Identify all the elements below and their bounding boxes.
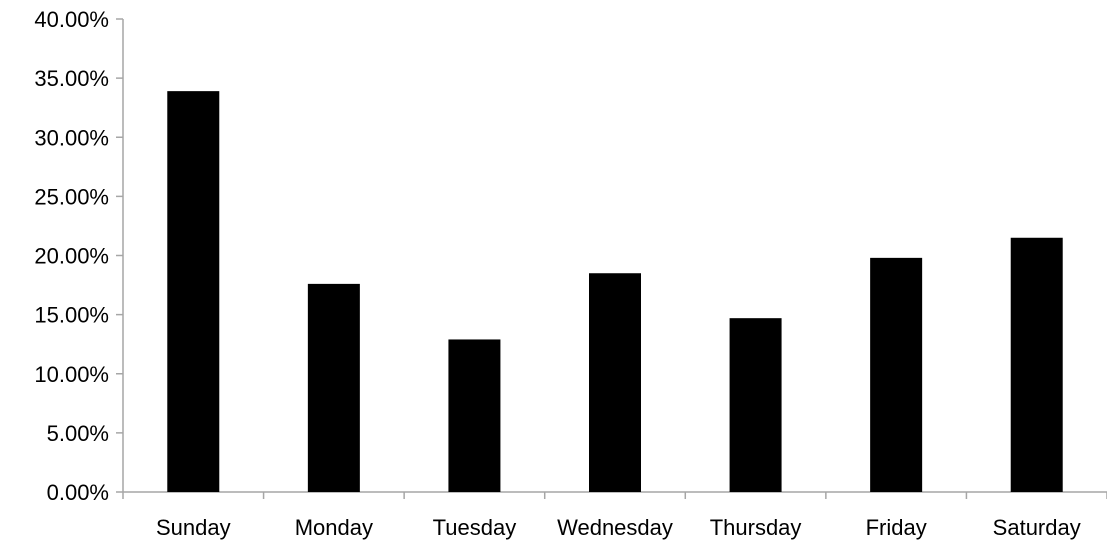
x-axis-tick-labels: Sunday Monday Tuesday Wednesday Thursday Frid…	[156, 515, 1081, 540]
y-tick-label: 0.00%	[47, 480, 109, 505]
y-tick-label: 35.00%	[34, 66, 109, 91]
bar-monday	[307, 283, 360, 492]
y-tick-label: 25.00%	[34, 184, 109, 209]
x-tick-label-saturday: Saturday	[993, 515, 1081, 540]
x-tick-label-wednesday: Wednesday	[557, 515, 673, 540]
y-axis-tick-labels: 0.00% 5.00% 10.00% 15.00% 20.00% 25.00% 30.00%…	[34, 7, 109, 505]
x-tick-label-sunday: Sunday	[156, 515, 231, 540]
x-tick-label-thursday: Thursday	[710, 515, 802, 540]
y-tick-label: 20.00%	[34, 244, 109, 269]
x-tick-label-tuesday: Tuesday	[433, 515, 517, 540]
bar-tuesday	[448, 339, 501, 492]
y-tick-label: 30.00%	[34, 125, 109, 150]
bar-friday	[870, 257, 923, 492]
y-tick-label: 40.00%	[34, 7, 109, 32]
bar-saturday	[1010, 237, 1063, 492]
y-tick-label: 10.00%	[34, 362, 109, 387]
bars	[167, 91, 1063, 492]
x-tick-label-friday: Friday	[866, 515, 927, 540]
y-tick-label: 5.00%	[47, 421, 109, 446]
bar-sunday	[167, 91, 220, 492]
bar-thursday	[729, 318, 782, 492]
y-tick-label: 15.00%	[34, 303, 109, 328]
bar-wednesday	[589, 273, 641, 492]
x-tick-label-monday: Monday	[295, 515, 373, 540]
